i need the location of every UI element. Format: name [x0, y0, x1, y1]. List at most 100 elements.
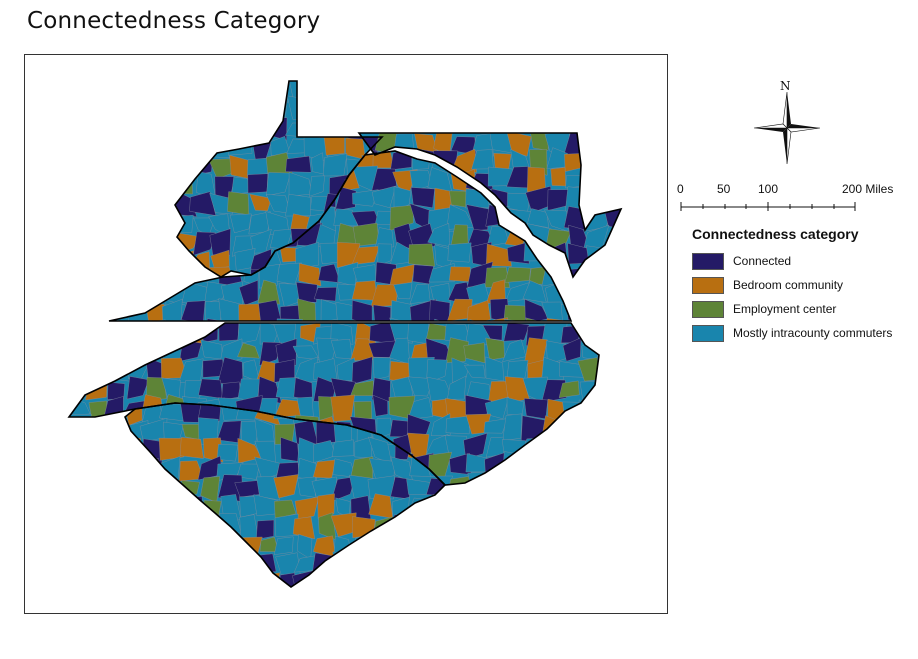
county	[296, 282, 318, 303]
county	[352, 222, 380, 247]
county	[540, 457, 564, 479]
county	[333, 535, 352, 559]
county	[125, 573, 145, 587]
county	[165, 245, 189, 264]
county	[216, 444, 239, 462]
county	[126, 376, 150, 400]
county	[561, 457, 587, 480]
county	[565, 175, 589, 189]
county	[125, 320, 152, 321]
county	[181, 151, 208, 171]
county	[144, 475, 165, 485]
county	[126, 455, 149, 481]
legend-item-employment-center: Employment center	[692, 297, 914, 321]
county	[566, 281, 571, 305]
county	[486, 243, 512, 267]
county	[124, 151, 146, 174]
county	[408, 516, 434, 541]
county	[192, 116, 216, 140]
map-frame	[24, 54, 668, 614]
county	[317, 493, 335, 520]
county	[451, 357, 470, 383]
county	[373, 304, 391, 321]
legend-swatch	[692, 324, 724, 342]
county	[234, 550, 258, 575]
county	[126, 453, 150, 479]
county	[305, 81, 331, 103]
county	[330, 394, 355, 422]
county	[407, 397, 434, 420]
county	[204, 281, 227, 304]
county	[274, 513, 299, 537]
county	[229, 117, 252, 138]
county	[483, 418, 508, 434]
county	[449, 266, 471, 282]
county	[86, 342, 109, 363]
county	[203, 514, 219, 534]
county	[377, 243, 392, 267]
county	[257, 279, 281, 305]
county	[124, 190, 150, 212]
county	[426, 573, 445, 587]
county	[128, 206, 144, 227]
county	[325, 99, 350, 121]
county	[69, 362, 92, 385]
county	[109, 166, 130, 188]
county	[504, 267, 531, 283]
county	[412, 264, 434, 285]
county	[313, 287, 337, 302]
county	[273, 536, 294, 555]
county	[297, 298, 317, 321]
county	[561, 436, 584, 457]
county	[372, 357, 391, 381]
county	[209, 193, 233, 215]
county	[237, 323, 262, 345]
county	[125, 474, 148, 499]
county	[175, 96, 197, 122]
county	[160, 554, 184, 579]
county	[584, 149, 609, 173]
county	[90, 451, 108, 477]
county	[407, 323, 430, 345]
county	[258, 299, 283, 321]
county	[351, 246, 380, 266]
county	[142, 226, 171, 249]
county	[541, 356, 564, 381]
county	[275, 338, 297, 366]
county	[484, 396, 510, 420]
county	[85, 477, 111, 485]
county	[236, 463, 260, 480]
county	[541, 323, 568, 346]
legend-swatch	[692, 276, 724, 294]
county	[527, 208, 549, 228]
county	[466, 300, 491, 321]
county	[166, 261, 182, 289]
county	[143, 497, 166, 521]
county	[562, 337, 582, 362]
county	[176, 115, 193, 139]
county	[197, 570, 222, 587]
county	[227, 191, 250, 216]
county	[583, 453, 599, 478]
county	[503, 323, 530, 342]
county	[550, 167, 566, 187]
county	[175, 250, 194, 272]
county	[606, 188, 621, 212]
county	[122, 471, 145, 485]
county	[602, 133, 621, 153]
county	[463, 342, 486, 364]
county	[247, 95, 273, 119]
county	[369, 571, 389, 587]
county	[70, 437, 93, 458]
county	[393, 282, 413, 300]
county	[143, 319, 166, 321]
county	[125, 520, 146, 537]
county	[143, 574, 166, 587]
county	[85, 323, 110, 344]
county	[371, 185, 397, 209]
county	[406, 553, 430, 577]
county	[145, 151, 164, 175]
county	[445, 337, 469, 363]
county	[406, 576, 434, 587]
county	[364, 95, 382, 121]
